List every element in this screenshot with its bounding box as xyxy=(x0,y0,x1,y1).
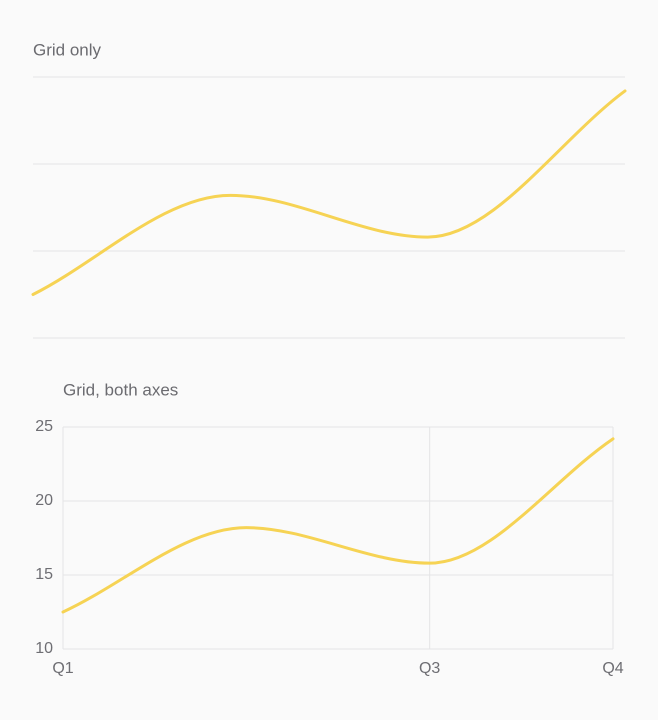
line xyxy=(61,437,615,614)
chart-title: Grid, both axes xyxy=(63,380,178,399)
x-tick-label: Q3 xyxy=(419,660,440,677)
y-tick-label: 10 xyxy=(35,640,53,657)
chart-title: Grid only xyxy=(33,40,102,59)
y-tick-label: 15 xyxy=(35,566,53,583)
x-tick-label: Q1 xyxy=(52,660,73,677)
y-tick-label: 25 xyxy=(35,418,53,435)
x-tick-label: Q4 xyxy=(602,660,623,677)
y-tick-label: 20 xyxy=(35,492,53,509)
line xyxy=(31,89,627,296)
